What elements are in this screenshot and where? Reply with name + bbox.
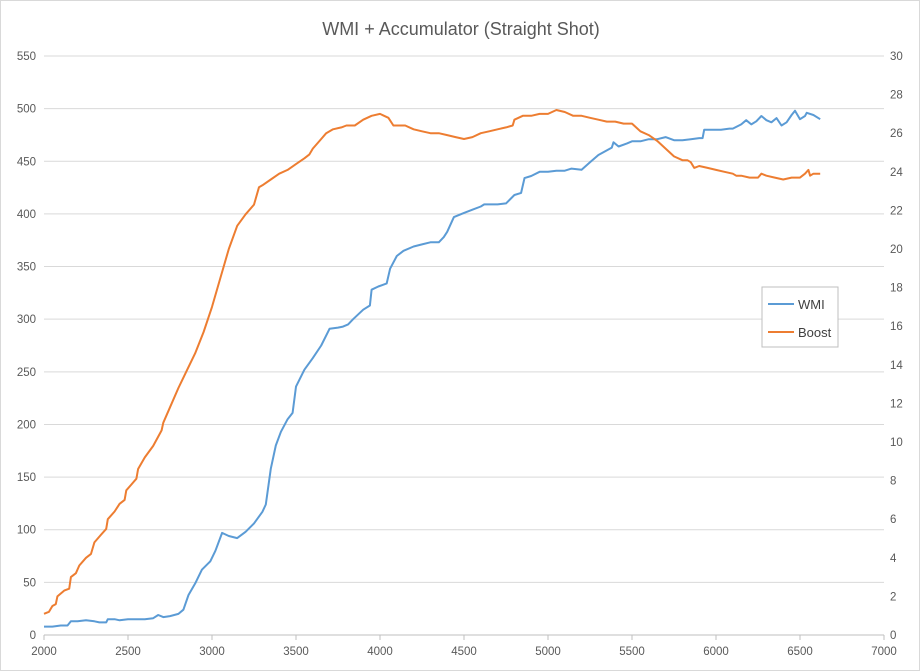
legend-label-boost: Boost: [798, 325, 832, 340]
y-tick-label: 50: [23, 577, 36, 589]
y2-tick-label: 6: [890, 514, 896, 526]
legend-box: [761, 286, 839, 348]
y-tick-label: 100: [17, 525, 36, 537]
x-tick-label: 6000: [703, 646, 729, 658]
y-tick-label: 400: [17, 209, 36, 221]
y-tick-label: 150: [17, 472, 36, 484]
series-line-wmi: [44, 109, 821, 628]
y-tick-label: 300: [17, 314, 36, 326]
y-tick-label: 550: [17, 51, 36, 63]
y2-tick-label: 14: [890, 360, 903, 372]
y-tick-label: 200: [17, 419, 36, 431]
y2-tick-label: 16: [890, 321, 903, 333]
x-tick-label: 3000: [199, 646, 225, 658]
y2-tick-label: 0: [890, 630, 896, 642]
y-tick-label: 500: [17, 104, 36, 116]
x-tick-label: 6500: [787, 646, 813, 658]
x-tick-label: 3500: [283, 646, 309, 658]
y2-tick-label: 24: [890, 167, 903, 179]
x-tick-label: 4500: [451, 646, 477, 658]
y2-tick-label: 18: [890, 283, 903, 295]
x-tick-label: 4000: [367, 646, 393, 658]
x-tick-label: 5500: [619, 646, 645, 658]
series-line-boost: [43, 109, 821, 615]
y2-tick-label: 12: [890, 398, 903, 410]
y2-tick-label: 4: [890, 553, 897, 565]
y2-tick-label: 22: [890, 205, 903, 217]
y2-tick-label: 28: [890, 90, 903, 102]
chart-title: WMI + Accumulator (Straight Shot): [322, 19, 600, 39]
y2-tick-label: 8: [890, 476, 896, 488]
legend: WMI Boost: [761, 286, 839, 348]
x-tick-label: 2500: [115, 646, 141, 658]
x-tick-label: 5000: [535, 646, 561, 658]
x-tick-label: 2000: [31, 646, 57, 658]
legend-label-wmi: WMI: [798, 297, 825, 312]
y2-tick-label: 10: [890, 437, 903, 449]
series-lines: [43, 109, 821, 628]
y2-tick-label: 26: [890, 128, 903, 140]
x-tick-label: 7000: [871, 646, 897, 658]
y-tick-label: 250: [17, 367, 36, 379]
y-tick-label: 450: [17, 156, 36, 168]
gridlines: [44, 55, 884, 583]
y2-tick-label: 20: [890, 244, 903, 256]
y-tick-label: 0: [30, 630, 36, 642]
y2-tick-label: 2: [890, 591, 896, 603]
axes: 0501001502002503003504004505005500246810…: [17, 51, 904, 658]
y2-tick-label: 30: [890, 51, 903, 63]
y-tick-label: 350: [17, 262, 36, 274]
